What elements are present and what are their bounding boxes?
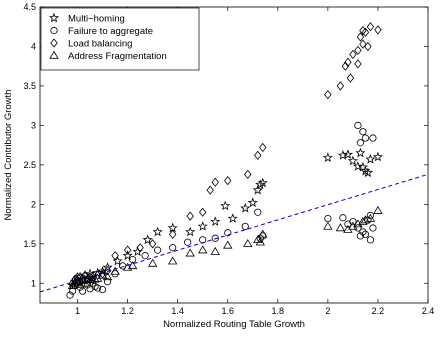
y-tick-label: 3.5: [23, 81, 36, 91]
legend-label: Failure to aggregate: [68, 26, 153, 37]
legend-label: Multi−homing: [68, 14, 125, 25]
x-tick-label: 2.4: [422, 306, 435, 316]
x-tick-label: 1.4: [171, 306, 184, 316]
x-tick-label: 1.2: [121, 306, 134, 316]
x-tick-label: 1.6: [221, 306, 234, 316]
x-tick-label: 1.8: [272, 306, 285, 316]
x-tick-label: 1: [75, 306, 80, 316]
y-tick-label: 2: [31, 199, 36, 209]
x-tick-label: 2: [325, 306, 330, 316]
y-tick-label: 1: [31, 278, 36, 288]
x-axis-label: Normalized Routing Table Growth: [163, 319, 305, 330]
y-tick-label: 2.5: [23, 160, 36, 170]
y-tick-label: 3: [31, 120, 36, 130]
legend-label: Load balancing: [68, 39, 132, 50]
y-axis-label: Normalized Contributor Growth: [3, 90, 14, 221]
y-tick-label: 4.5: [23, 2, 36, 12]
legend: Multi−homingFailure to aggregate Load bal…: [41, 8, 199, 70]
y-tick-label: 1.5: [23, 239, 36, 249]
x-tick-label: 2.2: [372, 306, 385, 316]
y-tick-label: 4: [31, 41, 36, 51]
legend-label: Address Fragmentation: [68, 51, 167, 62]
